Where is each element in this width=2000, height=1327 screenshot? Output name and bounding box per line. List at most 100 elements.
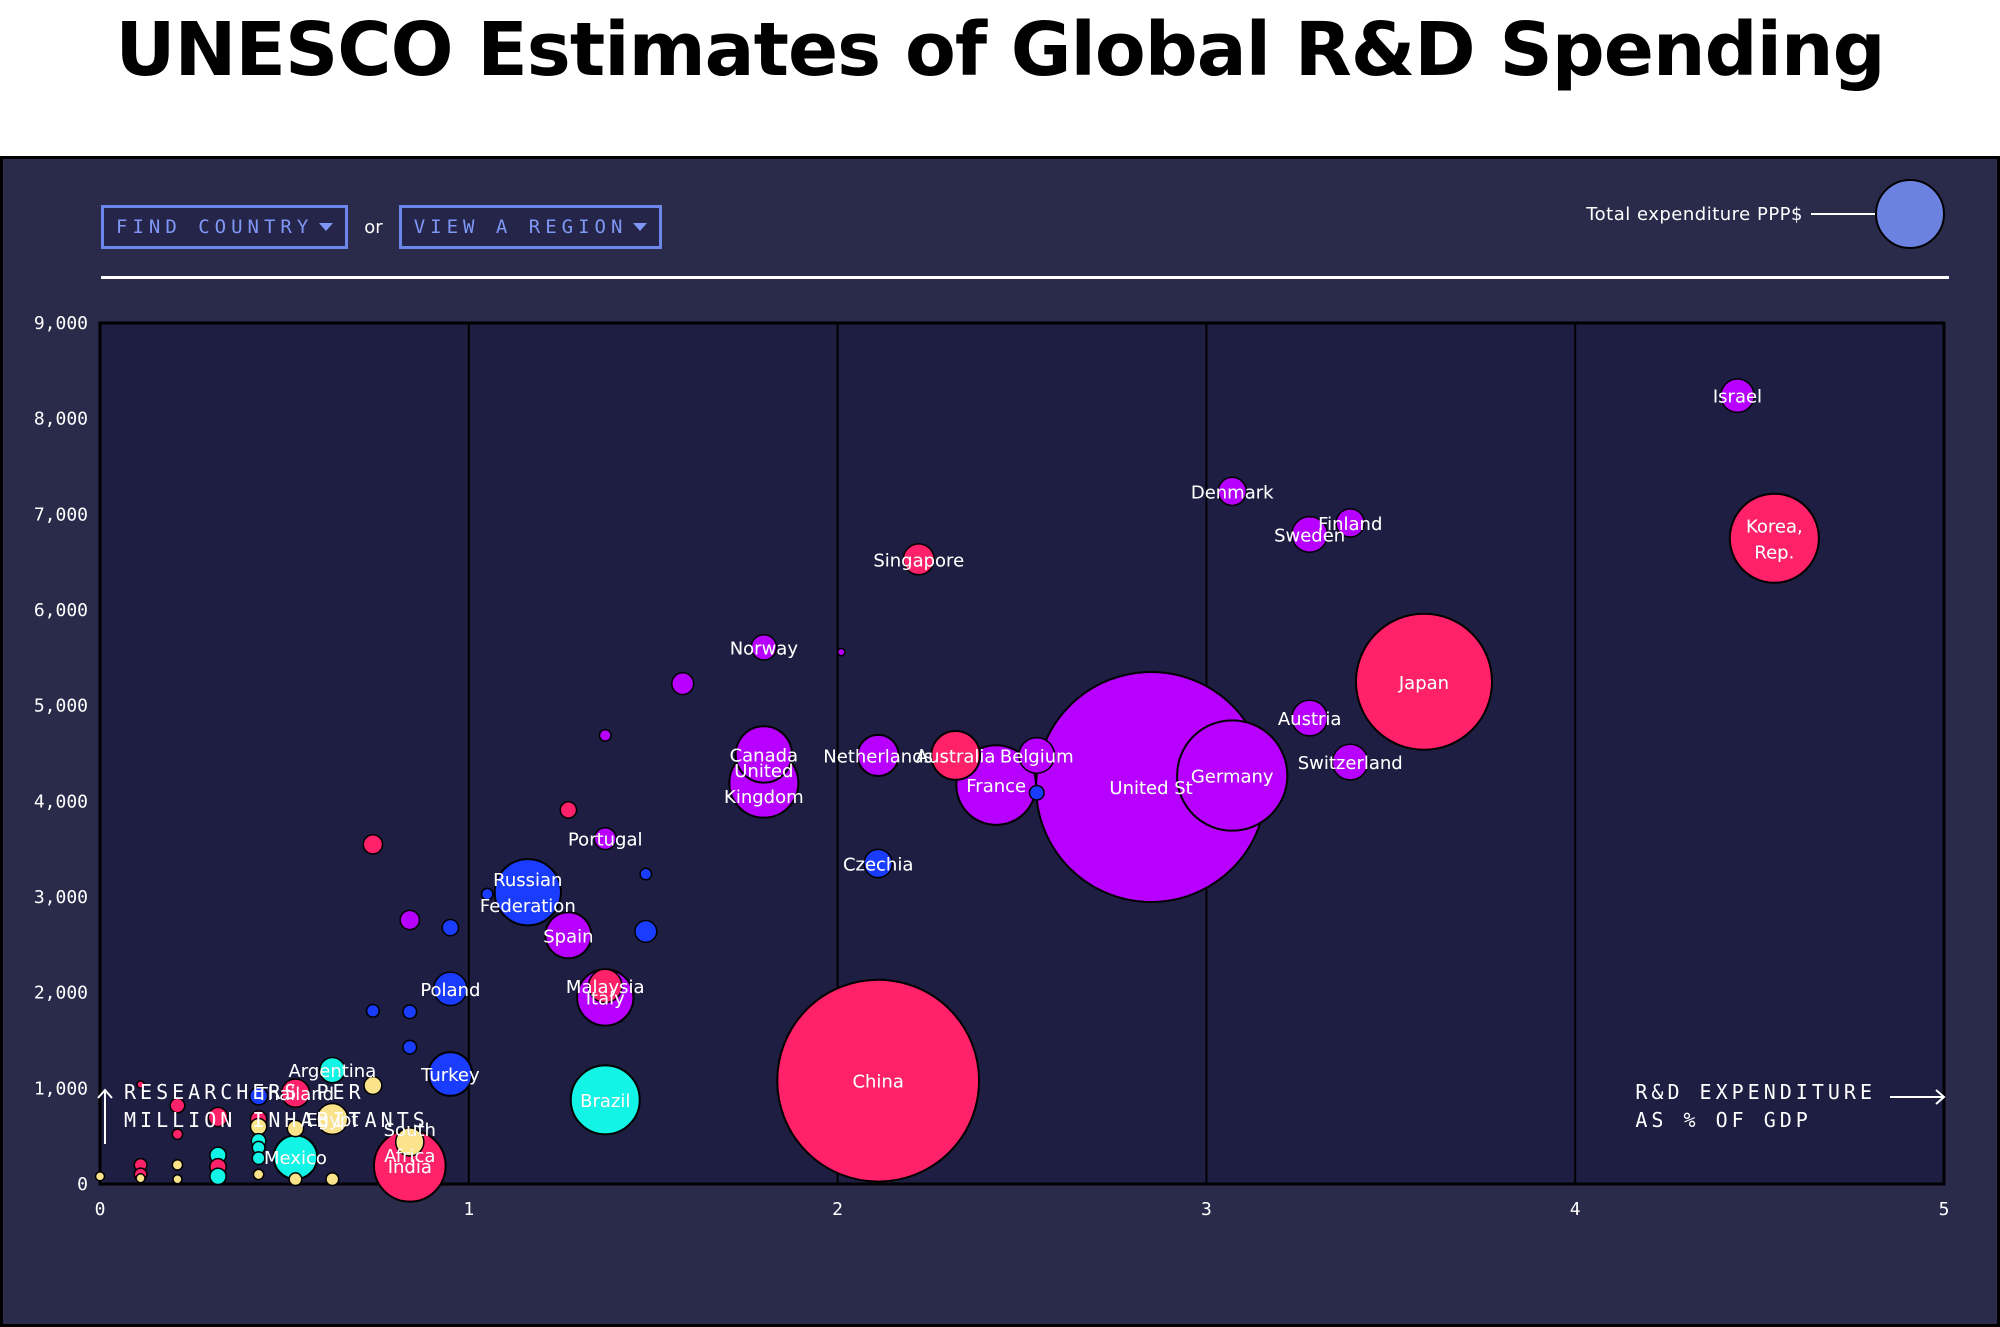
- bubble-germany: [1176, 719, 1289, 832]
- bubble-south-africa: [394, 1127, 425, 1157]
- bubble: [399, 909, 421, 931]
- bubble-label: Egypt: [306, 1110, 358, 1131]
- legend-bubble: [1875, 179, 1945, 249]
- bubble-spain: [544, 911, 593, 960]
- bubble-label: United: [734, 761, 793, 782]
- page-title: UNESCO Estimates of Global R&D Spending: [115, 7, 1885, 93]
- y-tick-label: 2,000: [34, 983, 88, 1004]
- y-tick-label: 7,000: [34, 504, 88, 525]
- bubble-label: Africa: [384, 1146, 435, 1167]
- bubble: [363, 1075, 383, 1096]
- bubble-label: Italy: [586, 988, 625, 1009]
- view-region-dropdown[interactable]: VIEW A REGION: [398, 205, 663, 249]
- find-country-dropdown[interactable]: FIND COUNTRY: [101, 205, 349, 249]
- bubble-thailand: [280, 1078, 311, 1108]
- right-arrow-icon: [1890, 1089, 1946, 1105]
- bubble-korea-rep: [1728, 492, 1820, 584]
- bubble-canada: [734, 725, 794, 784]
- bubble-label: Germany: [1191, 767, 1274, 788]
- bubble-label: Japan: [1398, 673, 1449, 694]
- bubble-label: Turkey: [420, 1065, 480, 1086]
- bubble-label: Rep.: [1754, 542, 1794, 563]
- legend-connector: [1811, 213, 1875, 215]
- bubble: [286, 1119, 305, 1138]
- bubble-poland: [432, 971, 468, 1007]
- find-country-label: FIND COUNTRY: [116, 216, 314, 238]
- bubble: [1028, 784, 1045, 801]
- bubble-label: Finland: [1318, 514, 1382, 535]
- bubble-turkey: [427, 1051, 474, 1097]
- or-label: or: [364, 216, 383, 238]
- bubble: [251, 1151, 266, 1166]
- bubble-label: Kingdom: [724, 787, 804, 808]
- y-tick-label: 4,000: [34, 791, 88, 812]
- bubble-australia: [930, 730, 982, 781]
- bubble-netherlands: [856, 733, 900, 777]
- y-tick-label: 5,000: [34, 696, 88, 717]
- bubble-portugal: [593, 826, 617, 851]
- bubble: [136, 1080, 145, 1089]
- x-axis-title-line-1: R&D EXPENDITURE: [1635, 1080, 1876, 1104]
- bubble-label: Korea,: [1746, 516, 1803, 537]
- bubble-austria: [1291, 699, 1329, 737]
- bubble-brazil: [569, 1064, 641, 1136]
- bubble-label: Singapore: [873, 550, 964, 571]
- y-axis-title-line-1: RESEARCHERS PER: [124, 1080, 365, 1104]
- bubble-sweden: [1291, 515, 1329, 553]
- bubble: [671, 672, 695, 696]
- bubble-finland: [1335, 508, 1366, 538]
- bubble-label: Malaysia: [566, 977, 645, 998]
- bubble: [252, 1168, 265, 1181]
- bubble: [634, 919, 658, 944]
- bubble-israel: [1720, 378, 1755, 414]
- bubble-label: Netherlands: [823, 746, 933, 767]
- bubble: [402, 1004, 418, 1020]
- y-tick-label: 1,000: [34, 1078, 88, 1099]
- bubble-label: Argentina: [288, 1061, 376, 1082]
- bubble: [172, 1174, 183, 1185]
- bubble-label: Austria: [1278, 709, 1342, 730]
- bubble: [325, 1172, 340, 1187]
- x-axis-title: R&D EXPENDITURE AS % OF GDP: [1635, 1078, 1946, 1134]
- chevron-down-icon: [633, 223, 648, 231]
- bubble-label: Australia: [916, 746, 996, 767]
- x-tick-label: 4: [1570, 1199, 1581, 1220]
- bubble: [836, 647, 846, 657]
- header-divider: [101, 276, 1949, 279]
- bubble-argentina: [318, 1056, 346, 1084]
- bubble-label: Canada: [730, 745, 799, 766]
- size-legend: Total expenditure PPP$: [1586, 179, 1945, 249]
- bubble-label: Brazil: [580, 1091, 630, 1112]
- up-arrow-icon: [97, 1088, 113, 1144]
- bubble: [598, 728, 612, 742]
- bubble-label: Mexico: [264, 1148, 327, 1169]
- bubble: [288, 1172, 303, 1187]
- chevron-down-icon: [319, 223, 334, 231]
- bubble-label: India: [388, 1157, 432, 1178]
- bubble-label: Russian: [493, 870, 562, 891]
- bubble-norway: [750, 633, 778, 661]
- bubble-label: Portugal: [568, 830, 643, 851]
- bubble: [207, 1106, 229, 1128]
- bubble-label: Belgium: [1000, 746, 1074, 767]
- bubble: [402, 1039, 418, 1055]
- view-region-label: VIEW A REGION: [413, 216, 628, 238]
- y-tick-label: 6,000: [34, 600, 88, 621]
- bubble: [365, 1003, 380, 1018]
- bubble: [480, 887, 494, 901]
- y-tick-label: 3,000: [34, 887, 88, 908]
- bubble: [209, 1167, 227, 1186]
- x-axis-title-line-2: AS % OF GDP: [1635, 1108, 1812, 1132]
- bubble-label: Denmark: [1191, 482, 1274, 503]
- x-tick-label: 3: [1201, 1199, 1212, 1220]
- bubble-egypt: [316, 1102, 349, 1136]
- bubble: [248, 1086, 269, 1106]
- bubble-malaysia: [587, 968, 623, 1004]
- bubble: [441, 918, 460, 937]
- bubble-label: Sweden: [1274, 525, 1345, 546]
- bubble: [171, 1128, 184, 1141]
- bubble-denmark: [1217, 476, 1248, 507]
- bubble: [94, 1171, 106, 1182]
- x-tick-label: 2: [832, 1199, 843, 1220]
